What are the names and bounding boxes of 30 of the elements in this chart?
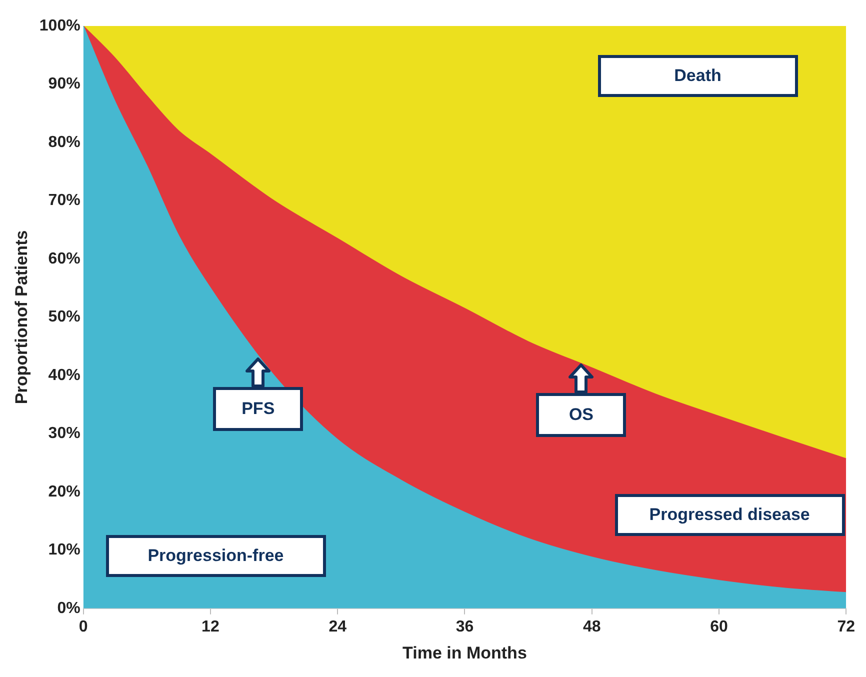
y-tick-label: 0% [57, 600, 80, 617]
x-tick-label: 0 [78, 618, 88, 636]
y-axis-title: Proportionof Patients [12, 230, 31, 404]
x-tick-label: 12 [202, 618, 220, 636]
series-label: Progressed disease [649, 505, 810, 526]
y-tick-label: 10% [48, 542, 80, 559]
label-box: Death [598, 54, 798, 96]
label-box: Progressed disease [614, 494, 845, 536]
x-axis-title: Time in Months [402, 643, 527, 662]
annotation: PFS [242, 398, 275, 419]
annotation: OS [568, 404, 594, 425]
x-tick-label: 24 [328, 618, 347, 636]
x-tick-label: 72 [837, 618, 856, 636]
callout-box: OS [536, 392, 626, 437]
y-tick-label: 50% [48, 308, 80, 326]
callout-box: PFS [213, 386, 304, 431]
label-box: Progression-free [106, 534, 326, 577]
series-label: Progression-free [148, 546, 284, 566]
y-tick-label: 30% [48, 425, 80, 442]
y-tick-label: 100% [39, 17, 80, 34]
x-tick-label: 36 [456, 618, 474, 636]
x-tick-label: 48 [582, 618, 601, 636]
y-tick-label: 80% [48, 134, 80, 151]
y-tick-label: 90% [48, 76, 80, 93]
series-label: Death [674, 66, 722, 86]
y-tick-label: 20% [48, 483, 80, 500]
x-tick-label: 60 [710, 618, 728, 636]
y-tick-label: 70% [48, 192, 80, 210]
y-tick-label: 60% [48, 250, 80, 268]
y-tick-label: 40% [48, 366, 80, 384]
